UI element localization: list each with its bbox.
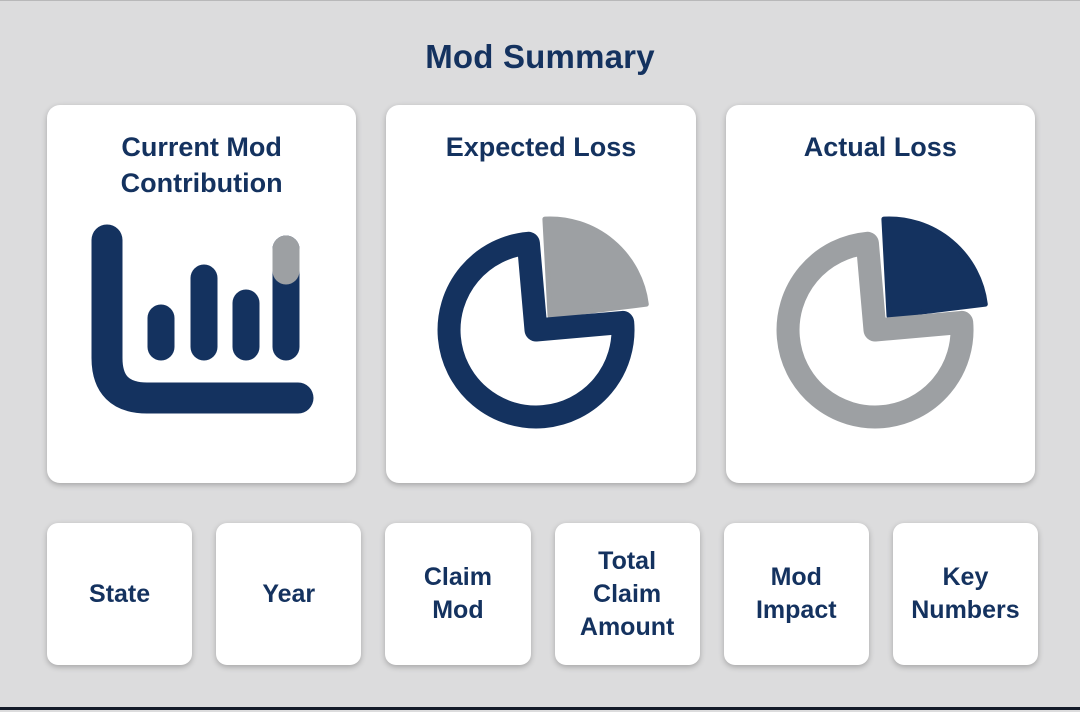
card-actual-loss[interactable]: Actual Loss [725,105,1035,483]
card-expected-loss[interactable]: Expected Loss [386,105,696,483]
card-title: Actual Loss [803,132,957,162]
summary-cards-row: Current Mod Contribution Expected Loss A… [47,105,1035,483]
nav-buttons-row: State Year Claim Mod Total Claim Amount … [47,523,1039,665]
card-title: Current Mod Contribution [120,132,283,198]
pie-chart-gray-with-navy-slice-icon [776,216,989,429]
nav-button-claim-mod[interactable]: Claim Mod [385,523,531,665]
nav-button-year[interactable]: Year [216,523,362,665]
page-title: Mod Summary [425,38,655,75]
top-divider [0,0,1080,1]
nav-button-total-claim-amount[interactable]: Total Claim Amount [554,523,700,665]
bottom-divider [0,707,1080,710]
nav-button-state[interactable]: State [47,523,193,665]
pie-chart-navy-with-gray-slice-icon [437,216,649,429]
bar-chart-icon [91,224,314,414]
card-current-mod-contribution[interactable]: Current Mod Contribution [47,105,357,483]
card-title: Expected Loss [445,132,637,162]
nav-button-mod-impact[interactable]: Mod Impact [723,523,869,665]
nav-button-key-numbers[interactable]: Key Numbers [892,523,1039,665]
